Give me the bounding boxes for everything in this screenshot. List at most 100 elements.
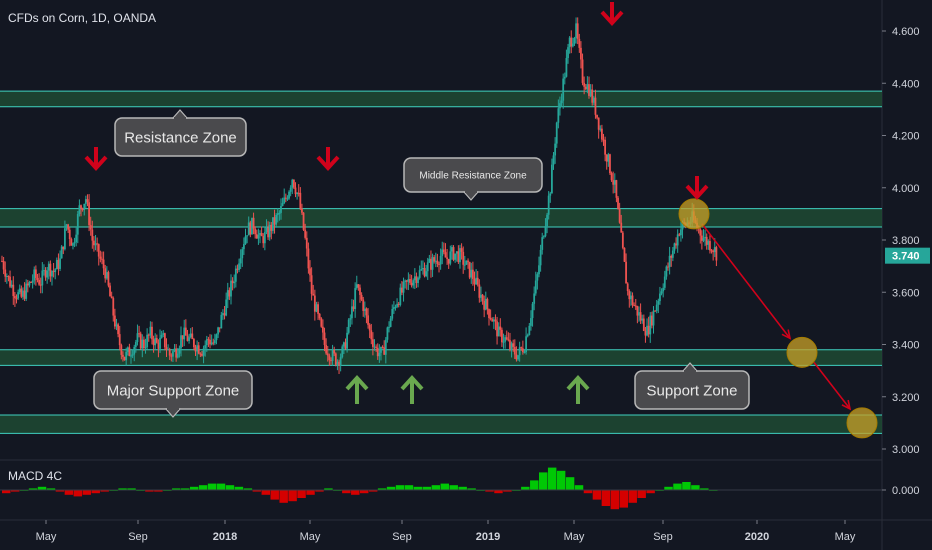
candle-body <box>372 339 374 347</box>
candle-body <box>309 268 311 276</box>
candle-body <box>421 268 424 270</box>
candle-body <box>183 327 186 340</box>
candle-body <box>23 290 26 299</box>
candle-body <box>480 294 482 298</box>
candle-body <box>381 346 384 348</box>
candle-body <box>93 240 95 246</box>
macd-bar <box>628 490 637 503</box>
macd-bar <box>2 490 11 494</box>
candle-body <box>115 324 118 327</box>
macd-bar <box>73 490 83 497</box>
candle-body <box>463 264 466 266</box>
candle-body <box>176 353 179 358</box>
candle-body <box>604 139 607 155</box>
candle-body <box>434 260 437 262</box>
candle-body <box>367 315 369 325</box>
candle-body <box>355 284 358 289</box>
candle-body <box>241 249 244 259</box>
candle-body <box>172 351 174 357</box>
candle-body <box>217 327 219 335</box>
candle-body <box>575 23 577 38</box>
candle-body <box>170 355 173 357</box>
candle-body <box>120 345 123 355</box>
macd-bar <box>207 483 217 490</box>
macd-bar <box>574 485 584 490</box>
candle-body <box>621 232 624 248</box>
candle-body <box>291 179 294 188</box>
candle-body <box>18 288 21 293</box>
candle-body <box>173 348 176 352</box>
candle-body <box>707 241 710 245</box>
candle-body <box>244 236 247 245</box>
up-arrow-icon <box>345 375 369 391</box>
candle-body <box>489 318 492 320</box>
macd-bar <box>306 490 315 495</box>
candle-body <box>289 187 292 192</box>
projection-arrow <box>701 223 791 339</box>
candle-body <box>109 285 111 297</box>
candle-body <box>655 304 658 311</box>
macd-bar <box>521 486 530 490</box>
x-tick-label: Sep <box>653 531 673 543</box>
candle-body <box>46 270 49 278</box>
candle-body <box>471 269 474 279</box>
candle-body <box>254 228 257 235</box>
candle-body <box>573 37 576 44</box>
candle-body <box>394 306 397 308</box>
candle-body <box>342 342 345 347</box>
candle-body <box>570 37 573 47</box>
candle-body <box>151 326 153 340</box>
candle-body <box>567 47 569 59</box>
macd-bar <box>503 490 512 492</box>
candle-body <box>34 269 37 278</box>
candle-body <box>209 339 211 345</box>
y-tick-label: 4.400 <box>892 78 920 90</box>
candle-body <box>680 229 682 236</box>
candle-body <box>576 23 579 39</box>
candle-body <box>218 327 221 329</box>
candle-body <box>520 347 523 349</box>
macd-bar <box>118 488 127 490</box>
candle-body <box>409 278 411 283</box>
macd-bar <box>592 490 602 500</box>
candle-body <box>315 304 318 312</box>
candle-body <box>509 340 511 349</box>
candle-body <box>112 298 115 316</box>
candle-body <box>499 326 502 330</box>
candle-body <box>125 351 128 361</box>
macd-bar <box>315 490 324 492</box>
candle-body <box>362 299 365 311</box>
candle-body <box>546 214 548 227</box>
candle-body <box>444 252 447 258</box>
candle-body <box>431 257 434 270</box>
candle-body <box>225 299 228 316</box>
projection-arrow <box>813 361 851 410</box>
candle-body <box>123 356 126 361</box>
chart-title: CFDs on Corn, 1D, OANDA <box>8 11 156 25</box>
candle-body <box>294 187 297 195</box>
candle-body <box>517 355 519 360</box>
candle-body <box>467 260 469 262</box>
candle-body <box>89 225 92 230</box>
candle-body <box>317 304 319 314</box>
macd-bar <box>619 490 628 508</box>
candle-body <box>560 100 563 104</box>
candle-body <box>41 270 44 286</box>
macd-bar <box>261 490 270 495</box>
candle-body <box>486 298 489 310</box>
macd-bar <box>10 490 20 492</box>
candle-body <box>620 222 623 233</box>
candle-body <box>675 243 677 246</box>
candle-body <box>670 255 673 258</box>
x-tick-label: May <box>300 531 321 543</box>
candle-body <box>605 154 608 162</box>
candle-body <box>671 250 674 258</box>
candle-body <box>107 272 110 286</box>
candle-body <box>67 224 70 230</box>
candle-body <box>330 360 332 362</box>
candle-body <box>660 291 663 294</box>
candle-body <box>492 319 495 322</box>
candle-body <box>101 258 103 260</box>
